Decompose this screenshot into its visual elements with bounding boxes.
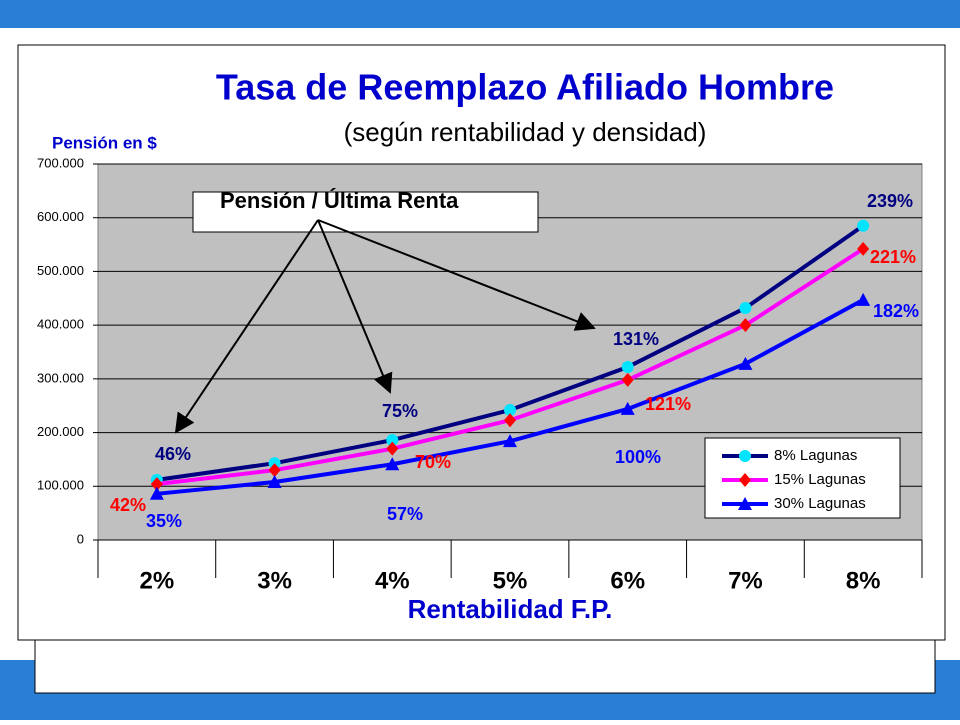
- legend-label: 15% Lagunas: [774, 471, 866, 488]
- annotation: 42%: [110, 495, 146, 515]
- annotation: 70%: [415, 452, 451, 472]
- callout: Pensión / Última Renta: [174, 188, 596, 434]
- point: [739, 318, 752, 333]
- callout-arrow: [317, 219, 393, 394]
- point: [267, 474, 282, 488]
- y-tick-label: 700.000: [37, 155, 84, 170]
- y-tick-label: 600.000: [37, 209, 84, 224]
- point: [503, 434, 517, 448]
- plot: 0 100.000 200.000 300.000 400.000 500.000 600.…: [37, 155, 923, 594]
- x-tick-label: 7%: [728, 567, 763, 594]
- point: [621, 372, 634, 387]
- annotation: 131%: [613, 329, 659, 349]
- point: [856, 292, 871, 306]
- annotation: 121%: [645, 394, 691, 414]
- x-tick-label: 6%: [610, 567, 645, 594]
- point: [738, 356, 753, 370]
- legend-label: 8% Lagunas: [774, 447, 857, 464]
- legend-label: 30% Lagunas: [774, 495, 866, 512]
- point: [386, 441, 399, 456]
- point: [739, 473, 751, 487]
- annotation: 46%: [155, 444, 191, 464]
- callout-text: Pensión / Última Renta: [220, 188, 459, 213]
- top-band: [0, 0, 960, 28]
- point: [857, 219, 870, 232]
- point: [739, 450, 751, 462]
- annotation: 239%: [867, 191, 913, 211]
- point: [739, 301, 752, 314]
- point: [386, 434, 399, 447]
- x-tick-label: 4%: [375, 567, 410, 594]
- y-tick-label: 200.000: [37, 424, 84, 439]
- annotation: 221%: [870, 247, 916, 267]
- point: [738, 497, 752, 510]
- annotation: 75%: [382, 401, 418, 421]
- y-tick-label: 300.000: [37, 370, 84, 385]
- annotation: 57%: [387, 504, 423, 524]
- y-tick-label: 500.000: [37, 263, 84, 278]
- x-tick-label: 8%: [846, 567, 881, 594]
- chart-title: Tasa de Reemplazo Afiliado Hombre: [216, 67, 834, 108]
- x-tick-label: 2%: [140, 567, 175, 594]
- chart-subtitle: (según rentabilidad y densidad): [344, 117, 707, 147]
- point: [150, 477, 163, 492]
- point: [385, 457, 400, 471]
- annotation: 100%: [615, 447, 661, 467]
- point: [620, 401, 635, 415]
- point: [621, 361, 634, 374]
- legend: 8% Lagunas 15% Lagunas 30% Lagunas: [704, 437, 901, 519]
- point: [504, 404, 516, 417]
- callout-box: [192, 191, 539, 233]
- x-tick-label: 3%: [257, 567, 292, 594]
- point: [149, 486, 164, 500]
- y-axis-label: Pensión en $: [52, 133, 157, 152]
- callout-arrow: [317, 219, 596, 331]
- callout-arrow: [174, 219, 319, 434]
- point: [268, 463, 281, 478]
- y-tick-label: 400.000: [37, 317, 84, 332]
- point: [504, 413, 516, 428]
- y-tick-label: 100.000: [37, 478, 84, 493]
- y-tick-label: 0: [77, 531, 84, 546]
- x-tick-label: 5%: [493, 567, 528, 594]
- annotation: 182%: [873, 301, 919, 321]
- point: [857, 241, 870, 256]
- annotation: 35%: [146, 511, 182, 531]
- x-axis-label: Rentabilidad F.P.: [408, 594, 613, 624]
